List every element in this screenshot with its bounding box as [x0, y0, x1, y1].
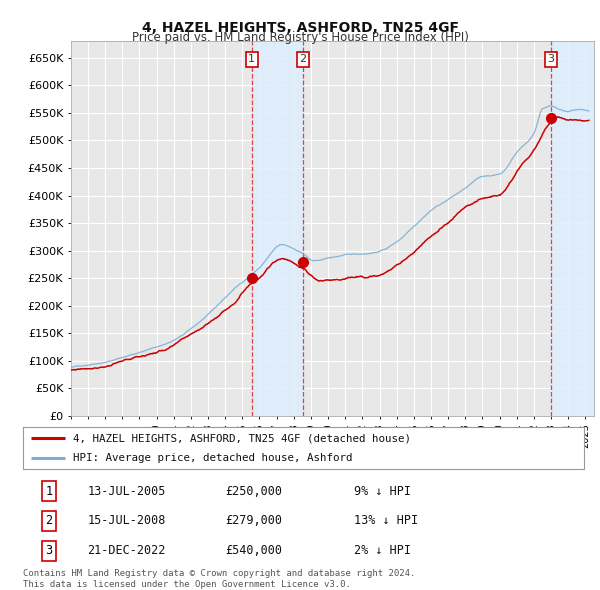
Text: 2% ↓ HPI: 2% ↓ HPI	[354, 545, 411, 558]
Text: 2: 2	[46, 514, 53, 527]
Text: 3: 3	[547, 54, 554, 64]
Text: 3: 3	[46, 545, 53, 558]
Text: Price paid vs. HM Land Registry's House Price Index (HPI): Price paid vs. HM Land Registry's House …	[131, 31, 469, 44]
Text: 1: 1	[46, 484, 53, 497]
Text: 9% ↓ HPI: 9% ↓ HPI	[354, 484, 411, 497]
Text: 13-JUL-2005: 13-JUL-2005	[88, 484, 166, 497]
Text: 21-DEC-2022: 21-DEC-2022	[88, 545, 166, 558]
Text: £279,000: £279,000	[225, 514, 282, 527]
Text: £250,000: £250,000	[225, 484, 282, 497]
Text: 13% ↓ HPI: 13% ↓ HPI	[354, 514, 418, 527]
Text: £540,000: £540,000	[225, 545, 282, 558]
Text: 4, HAZEL HEIGHTS, ASHFORD, TN25 4GF (detached house): 4, HAZEL HEIGHTS, ASHFORD, TN25 4GF (det…	[73, 433, 411, 443]
Text: HPI: Average price, detached house, Ashford: HPI: Average price, detached house, Ashf…	[73, 453, 353, 463]
Text: 15-JUL-2008: 15-JUL-2008	[88, 514, 166, 527]
Text: 4, HAZEL HEIGHTS, ASHFORD, TN25 4GF: 4, HAZEL HEIGHTS, ASHFORD, TN25 4GF	[142, 21, 458, 35]
Text: 2: 2	[299, 54, 307, 64]
Bar	[251, 41, 303, 416]
Text: Contains HM Land Registry data © Crown copyright and database right 2024.
This d: Contains HM Land Registry data © Crown c…	[23, 569, 415, 589]
Text: 1: 1	[248, 54, 255, 64]
Bar	[551, 41, 594, 416]
